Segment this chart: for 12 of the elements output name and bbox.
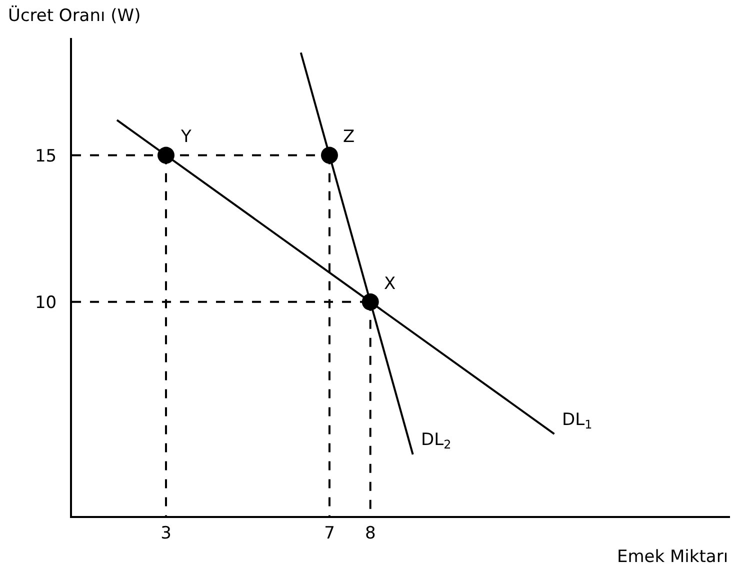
y-axis-title: Ücret Oranı (W) [8, 5, 141, 26]
x-axis-title: Emek Miktarı [617, 547, 728, 566]
x-tick-label: 8 [364, 523, 376, 544]
series-label: DL$_{2}$ [421, 430, 452, 452]
annotation: X [384, 274, 396, 294]
x-tick-label: 3 [160, 523, 172, 544]
y-tick-label: 15 [34, 146, 57, 166]
annotation: Y [180, 127, 192, 147]
y-tick-label: 10 [34, 292, 57, 313]
x-tick-label: 7 [324, 523, 335, 544]
series-label: DL$_{1}$ [562, 410, 592, 432]
annotation: Z [343, 127, 355, 147]
